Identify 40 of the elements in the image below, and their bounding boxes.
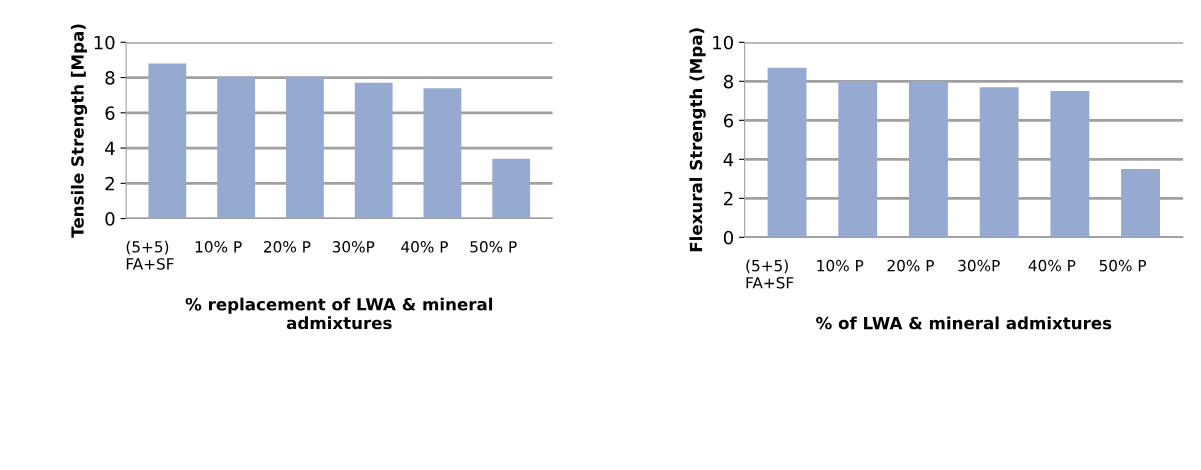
y-axis-title: Flexural Strength (Mpa) [689, 28, 706, 252]
x-tick-label: 20% P [887, 259, 934, 272]
bar [909, 81, 948, 238]
x-tick-label: 10% P [817, 259, 864, 272]
y-axis-title: Tensile Strength [Mpa) [70, 24, 88, 238]
x-tick-label: 10% P [195, 241, 242, 253]
bar [1121, 169, 1161, 238]
x-axis-title: % of LWA & mineral admixtures [816, 316, 1112, 330]
x-tick-label: (5+5) FA+SF [746, 259, 794, 289]
bar [492, 158, 531, 219]
bar [838, 81, 878, 238]
x-tick-label: (5+5) FA+SF [126, 240, 174, 270]
y-tick-label: 10 [94, 35, 115, 50]
bar [217, 77, 256, 219]
y-tick-label: 6 [723, 113, 734, 128]
x-tick-label: 40% P [401, 241, 448, 253]
bar [354, 82, 393, 219]
y-tick-label: 8 [105, 71, 115, 85]
y-tick-label: 0 [105, 212, 115, 226]
x-tick-label: 50% P [1099, 259, 1147, 272]
x-tick-label: 50% P [470, 241, 517, 253]
bar [767, 67, 807, 238]
y-tick-label: 8 [723, 74, 733, 89]
y-tick-label: 10 [713, 35, 733, 50]
y-tick-label: 4 [105, 141, 115, 155]
x-tick-label: 30%P [332, 241, 375, 253]
bar [148, 63, 187, 219]
x-axis-title: % replacement of LWA & mineral admixtures [185, 297, 493, 330]
y-tick-label: 2 [105, 176, 114, 191]
y-tick-label: 0 [723, 230, 733, 245]
bar [423, 88, 462, 219]
bar [285, 77, 324, 219]
x-tick-label: 40% P [1028, 259, 1076, 272]
x-tick-label: 20% P [264, 241, 311, 253]
y-tick-label: 6 [105, 106, 115, 120]
y-tick-label: 2 [724, 191, 733, 206]
y-tick-label: 4 [723, 153, 734, 167]
bar [979, 87, 1019, 238]
bar [1050, 91, 1090, 238]
x-tick-label: 30%P [958, 259, 1000, 272]
